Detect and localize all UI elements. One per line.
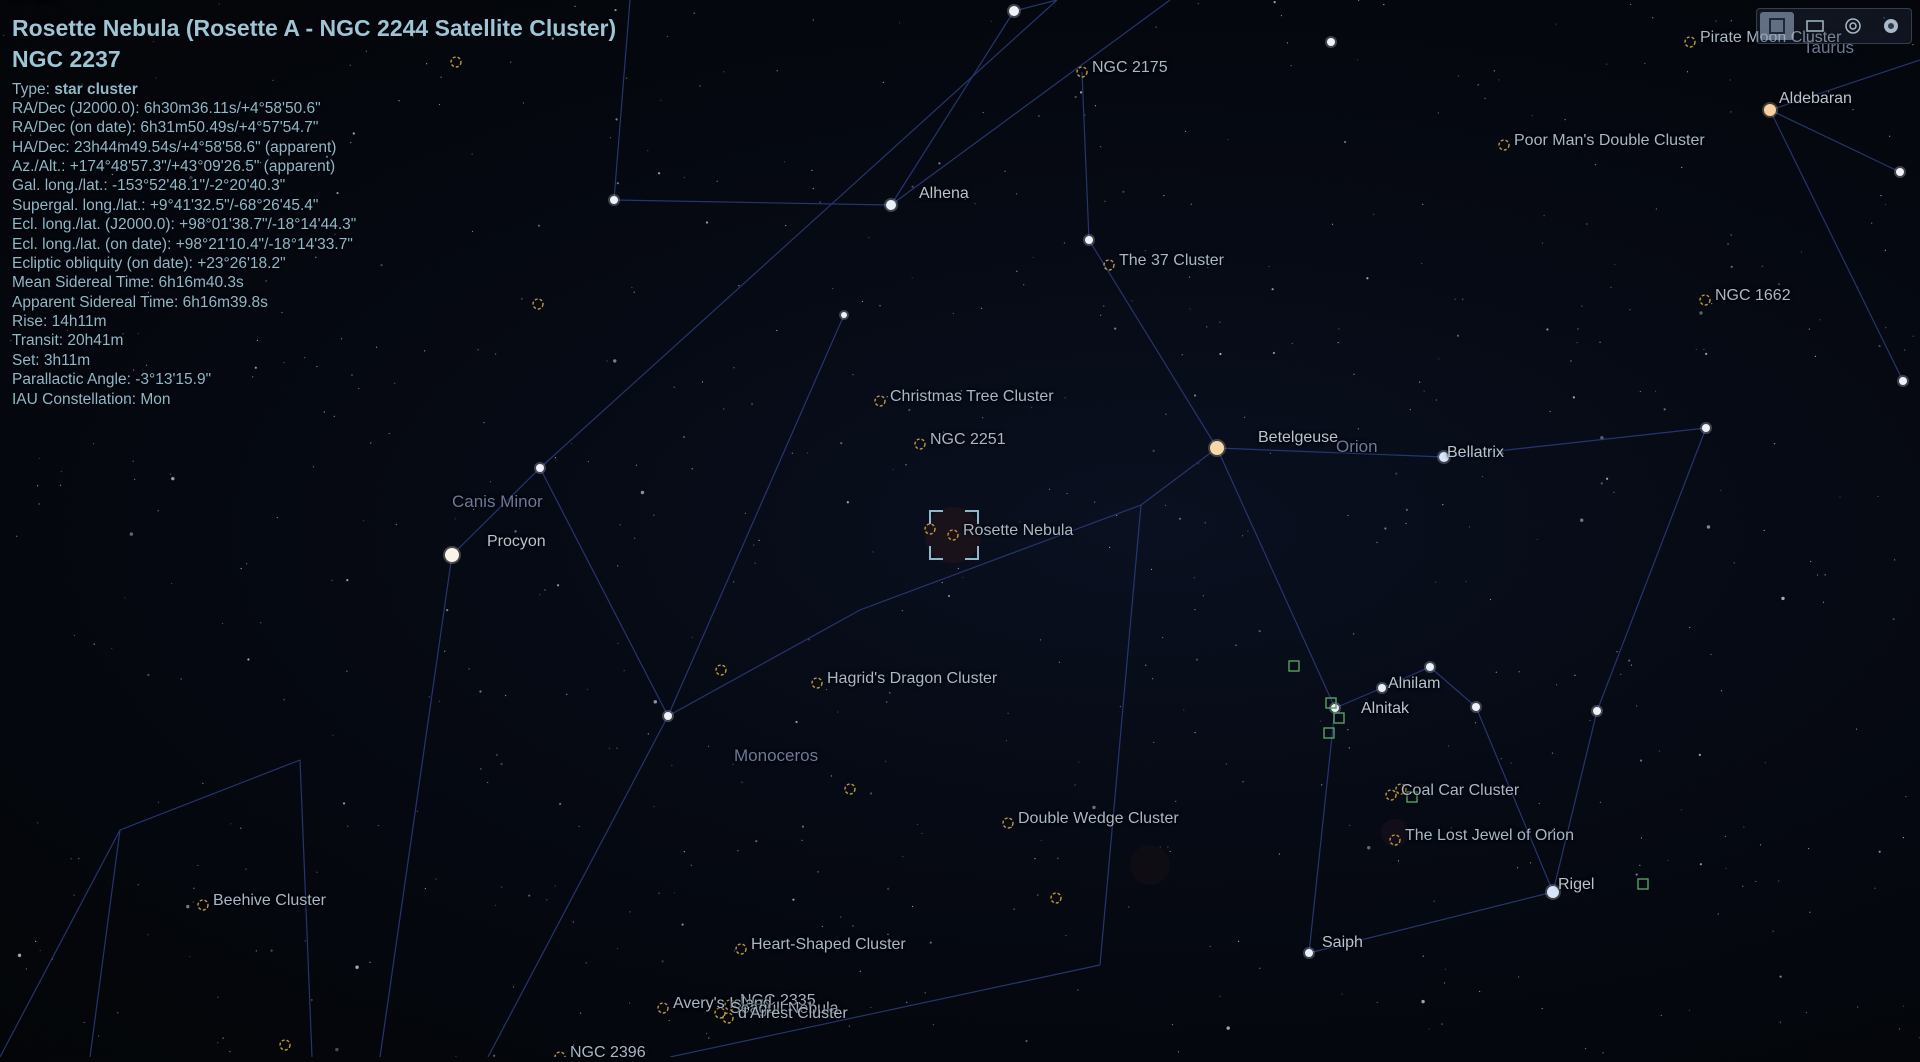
info-line: Rise: 14h11m: [12, 312, 616, 331]
info-line: HA/Dec: 23h44m49.54s/+4°58'58.6" (appare…: [12, 138, 616, 157]
sensor-frame-button[interactable]: [1798, 12, 1832, 40]
object-info-panel: Rosette Nebula (Rosette A - NGC 2244 Sat…: [12, 14, 616, 409]
telrad-button[interactable]: [1836, 12, 1870, 40]
info-line: Set: 3h11m: [12, 351, 616, 370]
info-line: Type: star cluster: [12, 80, 616, 99]
object-title: Rosette Nebula (Rosette A - NGC 2244 Sat…: [12, 14, 616, 43]
info-line: Az./Alt.: +174°48'57.3"/+43°09'26.5" (ap…: [12, 157, 616, 176]
info-line: Supergal. long./lat.: +9°41'32.5"/-68°26…: [12, 196, 616, 215]
ocular-config-button[interactable]: [1874, 12, 1908, 40]
info-line: Transit: 20h41m: [12, 331, 616, 350]
info-line: Mean Sidereal Time: 6h16m40.3s: [12, 273, 616, 292]
info-line: Ecl. long./lat. (on date): +98°21'10.4"/…: [12, 235, 616, 254]
info-line: RA/Dec (on date): 6h31m50.49s/+4°57'54.7…: [12, 118, 616, 137]
info-line: Apparent Sidereal Time: 6h16m39.8s: [12, 293, 616, 312]
info-line: IAU Constellation: Mon: [12, 390, 616, 409]
info-line: Ecliptic obliquity (on date): +23°26'18.…: [12, 254, 616, 273]
info-line: RA/Dec (J2000.0): 6h30m36.11s/+4°58'50.6…: [12, 99, 616, 118]
ocular-view-button[interactable]: [1760, 12, 1794, 40]
ocular-toolbar: [1756, 8, 1912, 44]
info-line: Ecl. long./lat. (J2000.0): +98°01'38.7"/…: [12, 215, 616, 234]
info-line: Gal. long./lat.: -153°52'48.1"/-2°20'40.…: [12, 176, 616, 195]
info-line: Parallactic Angle: -3°13'15.9": [12, 370, 616, 389]
object-subtitle: NGC 2237: [12, 45, 616, 74]
